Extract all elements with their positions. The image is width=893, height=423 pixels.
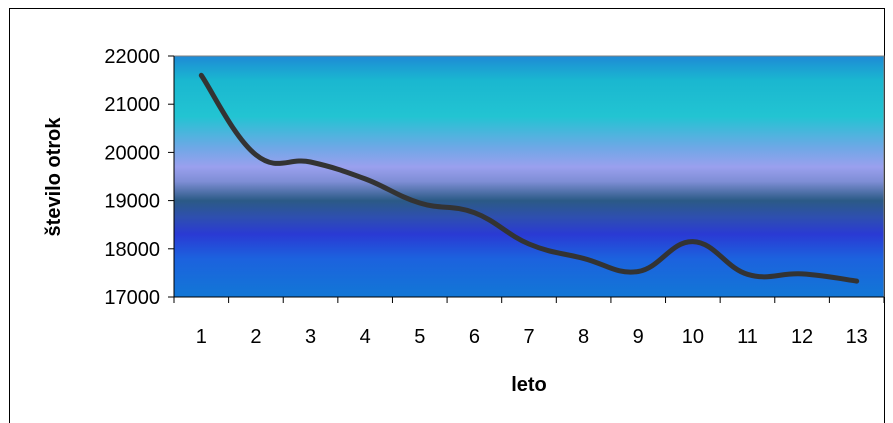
y-tick-label: 21000 — [104, 94, 160, 116]
y-tick-label: 18000 — [104, 239, 160, 261]
y-axis-title: število otrok — [43, 117, 65, 237]
x-tick-label: 8 — [578, 326, 589, 348]
x-tick-label: 12 — [791, 326, 813, 348]
y-tick-label: 17000 — [104, 287, 160, 309]
y-tick-label: 19000 — [104, 191, 160, 213]
y-tick-label: 20000 — [104, 142, 160, 164]
plot-area — [173, 55, 885, 298]
x-tick-label: 2 — [250, 326, 261, 348]
x-tick-label: 5 — [414, 326, 425, 348]
x-tick-label: 4 — [360, 326, 371, 348]
x-tick-label: 3 — [305, 326, 316, 348]
x-tick-label: 11 — [737, 326, 758, 348]
y-tick-label: 22000 — [104, 46, 160, 68]
x-axis-title: leto — [511, 374, 547, 396]
series-line — [198, 72, 860, 284]
x-tick-label: 9 — [633, 326, 644, 348]
x-tick-label: 7 — [523, 326, 534, 348]
x-tick-label: 13 — [846, 326, 868, 348]
x-tick-label: 1 — [196, 326, 207, 348]
x-tick-label: 6 — [469, 326, 480, 348]
x-tick-label: 10 — [682, 326, 704, 348]
